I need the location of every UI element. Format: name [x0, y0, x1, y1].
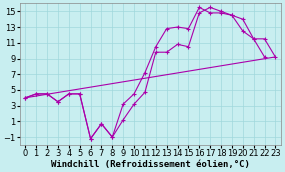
X-axis label: Windchill (Refroidissement éolien,°C): Windchill (Refroidissement éolien,°C): [51, 159, 250, 169]
